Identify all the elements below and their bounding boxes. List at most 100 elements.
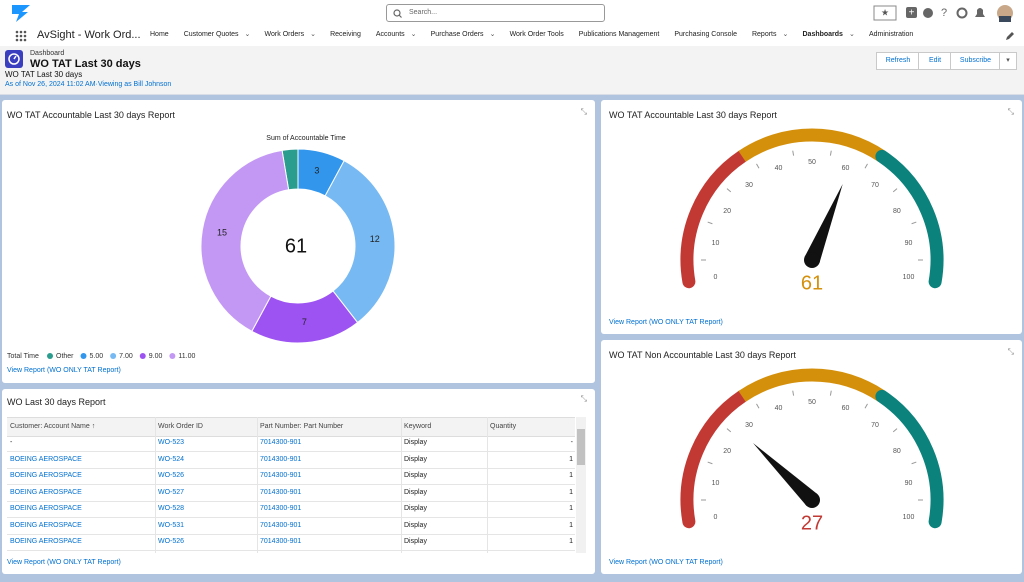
- search-placeholder: Search...: [409, 9, 438, 16]
- table-cell[interactable]: 7014300-901: [260, 488, 302, 496]
- eyebrow: Dashboard: [30, 50, 65, 57]
- expand-icon[interactable]: ⤡: [580, 394, 587, 403]
- header-button[interactable]: Refresh: [876, 52, 920, 70]
- table-cell[interactable]: BOEING AEROSPACE: [10, 488, 82, 496]
- expand-icon[interactable]: ⤡: [1007, 347, 1014, 356]
- gauge-tick-label: 60: [842, 405, 850, 412]
- scrollbar[interactable]: [576, 417, 586, 553]
- gauge-minor-tick: [726, 188, 732, 193]
- table-cell[interactable]: BOEING AEROSPACE: [10, 455, 82, 463]
- app-name: AvSight - Work Ord...: [37, 29, 141, 41]
- table-cell: 1: [569, 472, 573, 479]
- gauge-minor-tick: [756, 403, 760, 409]
- table-cell[interactable]: 7014300-901: [260, 472, 302, 479]
- gauge-tick-label: 90: [905, 480, 913, 487]
- expand-icon[interactable]: ⤡: [1007, 107, 1014, 116]
- header-button[interactable]: Edit: [918, 52, 952, 70]
- table-cell[interactable]: WO-527: [158, 488, 185, 496]
- view-report[interactable]: View Report (WO ONLY TAT Report): [7, 367, 121, 374]
- table-cell[interactable]: 7014300-901: [260, 505, 302, 512]
- nav-tab[interactable]: Dashboards: [802, 31, 843, 38]
- table-cell[interactable]: WO-531: [158, 521, 185, 529]
- utility-icons[interactable]: ★ + ?: [872, 4, 1017, 24]
- table-cell[interactable]: 7014300-901: [260, 521, 302, 529]
- nav-tab[interactable]: Administration: [868, 31, 914, 38]
- gauge-tick-label: 60: [842, 165, 850, 172]
- table-cell[interactable]: BOEING AEROSPACE: [10, 472, 82, 479]
- row-divider: [7, 500, 575, 502]
- table-cell[interactable]: 7014300-901: [260, 538, 302, 545]
- gauge-tick-label: 20: [723, 448, 731, 455]
- nav-tab[interactable]: Customer Quotes: [183, 31, 239, 38]
- table-cell[interactable]: WO-528: [158, 505, 185, 512]
- gauge-tick-label: 90: [905, 240, 913, 247]
- table-cell: -: [10, 439, 13, 446]
- gauge-value: 27: [801, 512, 823, 534]
- table-card: WO Last 30 days Report ⤡ View Report (WO…: [2, 389, 595, 574]
- nav-tab[interactable]: Purchase Orders: [430, 31, 484, 38]
- gauge-band: [680, 149, 749, 289]
- gauge-band: [680, 389, 749, 529]
- table-cell[interactable]: WO-523: [158, 439, 185, 446]
- table-cell: Display: [404, 472, 427, 479]
- nav-tab[interactable]: Reports: [751, 31, 777, 38]
- nav-tab[interactable]: Work Order Tools: [509, 31, 564, 38]
- gauge-tick-label: 70: [871, 422, 879, 429]
- gauge-tick-label: 10: [712, 240, 720, 247]
- gauge-minor-tick: [707, 221, 713, 225]
- row-divider: [7, 517, 575, 518]
- svg-text:+: +: [909, 8, 915, 19]
- gauge-needle: [804, 183, 843, 263]
- gauge-tick-label: 20: [723, 208, 731, 215]
- more-button[interactable]: ▾: [999, 52, 1017, 70]
- gauge-minor-tick: [892, 188, 898, 193]
- header-button[interactable]: Subscribe: [950, 52, 1001, 70]
- gauge-card: WO TAT Accountable Last 30 days Report ⤡…: [601, 100, 1022, 334]
- tab-chevron: ⌄: [489, 31, 496, 38]
- gauge-minor-tick: [707, 461, 713, 465]
- app-launcher[interactable]: [15, 30, 27, 42]
- expand-icon[interactable]: ⤡: [580, 107, 587, 116]
- gauge-minor-tick: [756, 163, 760, 169]
- view-report[interactable]: View Report (WO ONLY TAT Report): [609, 319, 723, 326]
- donut-card: WO TAT Accountable Last 30 days Report ⤡…: [2, 100, 595, 383]
- search-box[interactable]: Search...: [386, 4, 605, 22]
- legend-swatch: [169, 353, 176, 359]
- nav-tab[interactable]: Accounts: [375, 31, 405, 38]
- table-cell: -: [570, 439, 573, 446]
- legend-title: Total Time: [7, 353, 39, 360]
- table-cell: Display: [404, 488, 427, 496]
- view-report[interactable]: View Report (WO ONLY TAT Report): [7, 559, 121, 566]
- gauge-chart: 0 10 20 30 40 50 60 70 80 90 100 61: [680, 128, 944, 294]
- gauge-minor-tick: [792, 390, 795, 396]
- table-cell[interactable]: 7014300-901: [260, 439, 302, 446]
- table-cell: Display: [404, 521, 427, 529]
- nav-tab[interactable]: Receiving: [330, 31, 361, 38]
- gauge-minor-tick: [911, 221, 917, 225]
- nav-tab[interactable]: Purchasing Console: [674, 31, 737, 38]
- gauge-tick-label: 0: [714, 514, 718, 521]
- column-divider: [257, 417, 258, 553]
- table-cell[interactable]: BOEING AEROSPACE: [10, 521, 82, 529]
- table-cell: 1: [569, 538, 573, 545]
- gauge-tick-label: 10: [712, 480, 720, 487]
- table-cell[interactable]: WO-524: [158, 455, 185, 463]
- row-divider: [7, 484, 575, 485]
- logo: [12, 5, 30, 22]
- table-cell[interactable]: WO-526: [158, 472, 185, 479]
- nav-tab[interactable]: Work Orders: [264, 31, 305, 38]
- needle-hub: [804, 492, 820, 508]
- row-divider: [7, 451, 575, 452]
- gauge-band: [875, 149, 944, 289]
- dashboard-header: Dashboard WO TAT Last 30 days WO TAT Las…: [0, 46, 1024, 95]
- table-cell[interactable]: 7014300-901: [260, 455, 302, 463]
- table-cell[interactable]: BOEING AEROSPACE: [10, 505, 82, 512]
- table-cell[interactable]: BOEING AEROSPACE: [10, 538, 82, 545]
- nav-tab[interactable]: Home: [150, 31, 169, 38]
- edit-nav[interactable]: [1005, 31, 1015, 41]
- table-cell[interactable]: WO-526: [158, 538, 185, 545]
- gauge-tick-label: 100: [903, 274, 915, 281]
- table-cell: Display: [404, 505, 427, 512]
- view-report[interactable]: View Report (WO ONLY TAT Report): [609, 559, 723, 566]
- nav-tab[interactable]: Publications Management: [578, 31, 660, 38]
